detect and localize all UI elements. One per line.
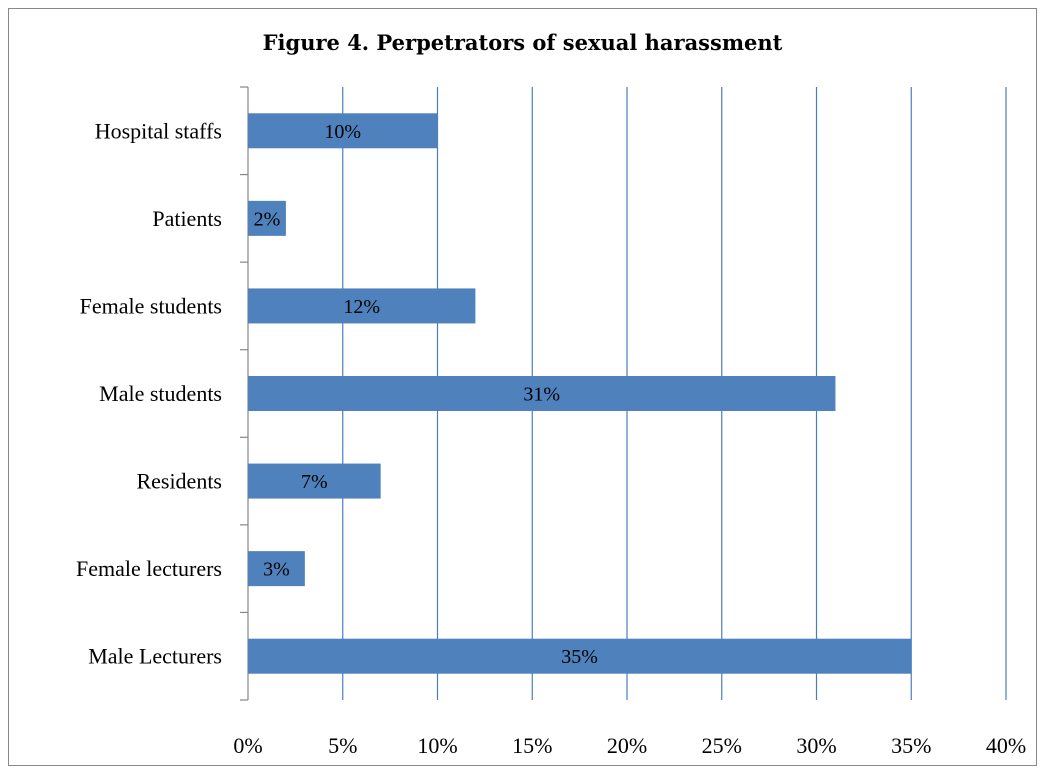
x-tick-label-2: 10% [417, 733, 457, 758]
x-tick-label-7: 35% [891, 733, 931, 758]
category-label-4: Residents [136, 469, 222, 494]
category-label-3: Male students [99, 381, 222, 406]
category-label-6: Male Lecturers [88, 644, 222, 669]
bar-1 [248, 200, 286, 236]
data-label-2: 12% [343, 296, 380, 318]
x-tick-label-6: 30% [796, 733, 836, 758]
bar-0 [248, 113, 438, 149]
data-label-1: 2% [254, 208, 281, 230]
x-tick-label-8: 40% [986, 733, 1026, 758]
x-tick-label-3: 15% [512, 733, 552, 758]
bar-6 [248, 638, 912, 674]
data-label-4: 7% [301, 471, 328, 493]
bar-5 [248, 551, 305, 587]
x-tick-label-4: 20% [607, 733, 647, 758]
category-label-5: Female lecturers [76, 556, 222, 581]
category-label-0: Hospital staffs [95, 118, 222, 143]
category-label-2: Female students [80, 293, 222, 318]
data-label-6: 35% [561, 646, 598, 668]
x-tick-label-5: 25% [702, 733, 742, 758]
chart-title: Figure 4. Perpetrators of sexual harassm… [262, 30, 783, 55]
bar-3 [248, 376, 836, 411]
x-tick-label-1: 5% [328, 733, 357, 758]
bar-4 [248, 463, 381, 499]
category-label-1: Patients [152, 206, 222, 231]
bar-2 [248, 288, 476, 324]
data-label-5: 3% [263, 559, 290, 581]
data-label-0: 10% [324, 121, 361, 143]
x-tick-label-0: 0% [233, 733, 262, 758]
data-label-3: 31% [523, 384, 560, 406]
